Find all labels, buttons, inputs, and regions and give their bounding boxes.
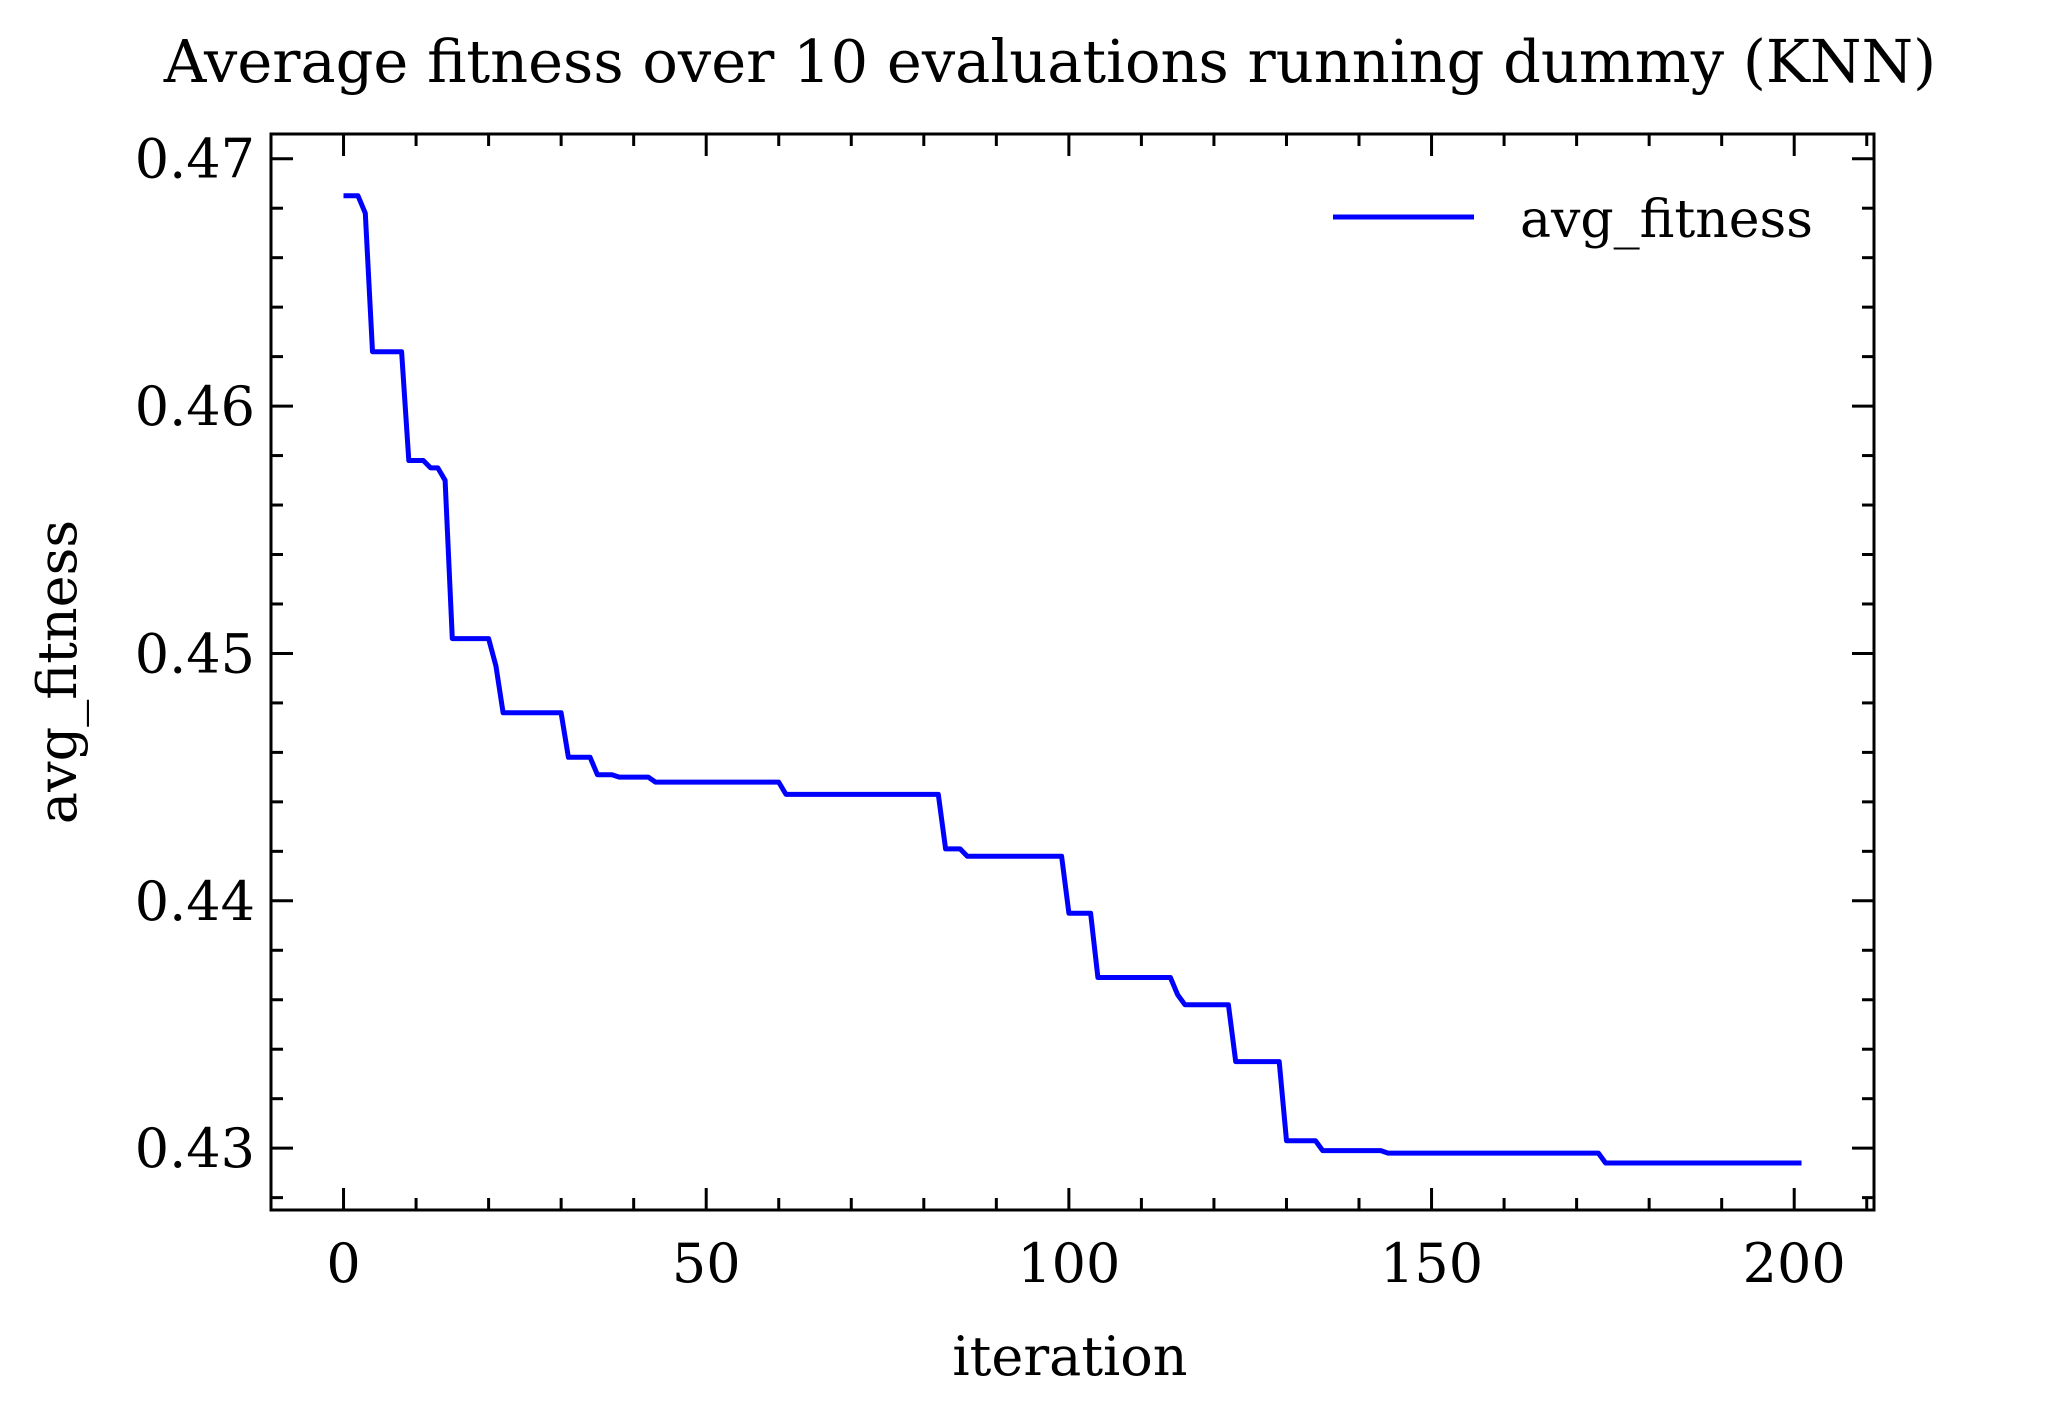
y-axis-label: avg_fitness	[26, 520, 89, 824]
y-tick-label: 0.43	[135, 1117, 255, 1180]
y-axis-ticks: 0.43 0.44 0.45 0.46 0.47	[135, 128, 1874, 1200]
x-tick-label: 0	[326, 1232, 360, 1295]
x-axis-label: iteration	[952, 1325, 1187, 1388]
legend: avg_fitness	[1333, 190, 1813, 250]
plot-frame	[269, 132, 1876, 1212]
x-tick-label: 100	[1017, 1232, 1120, 1295]
chart-title: Average fitness over 10 evaluations runn…	[163, 27, 1936, 96]
y-tick-label: 0.46	[135, 375, 255, 438]
y-tick-label: 0.45	[135, 622, 255, 685]
x-tick-label: 150	[1380, 1232, 1483, 1295]
legend-label-avg-fitness: avg_fitness	[1520, 190, 1813, 250]
series-layer	[343, 193, 1802, 1166]
y-tick-label: 0.44	[135, 870, 255, 933]
x-axis-ticks: 0 50 100 150 200	[269, 134, 1869, 1295]
series-line-avg-fitness	[343, 193, 1802, 1166]
y-tick-label: 0.47	[135, 128, 255, 191]
x-tick-label: 50	[672, 1232, 741, 1295]
x-tick-label: 200	[1743, 1232, 1846, 1295]
